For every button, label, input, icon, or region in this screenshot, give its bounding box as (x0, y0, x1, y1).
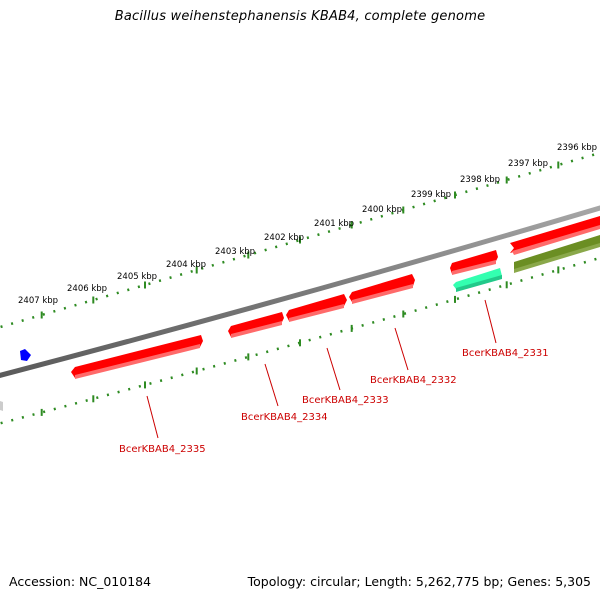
leader-line-2334 (264, 363, 279, 407)
blue-marker-icon[interactable] (20, 349, 31, 361)
tick-label-2398: 2398 kbp (460, 175, 500, 185)
leader-line-2333 (326, 347, 341, 391)
gene-labels: BcerKBAB4_2331 BcerKBAB4_2332 BcerKBAB4_… (119, 348, 549, 455)
gene-label-bcerkbab4-2334[interactable]: BcerKBAB4_2334 (241, 412, 328, 423)
outer-ruler-labels: 2396 kbp 2397 kbp 2398 kbp 2399 kbp 2400… (18, 143, 597, 306)
gene-block-bcerkbab4-2331[interactable] (450, 250, 498, 275)
gene-block-bcerkbab4-2334[interactable] (228, 312, 284, 338)
gene-block-unlabelled-red[interactable] (510, 216, 600, 255)
genome-backbone (0, 205, 600, 378)
tick-label-2399: 2399 kbp (411, 190, 451, 200)
tick-label-2405: 2405 kbp (117, 272, 157, 282)
map-title: Bacillus weihenstephanensis KBAB4, compl… (114, 9, 486, 24)
tick-label-2400: 2400 kbp (362, 205, 402, 215)
gene-label-bcerkbab4-2331[interactable]: BcerKBAB4_2331 (462, 348, 549, 359)
gene-label-bcerkbab4-2332[interactable]: BcerKBAB4_2332 (370, 375, 457, 386)
tick-label-2396: 2396 kbp (557, 143, 597, 153)
grey-gene-stub (0, 401, 3, 411)
tick-label-2403: 2403 kbp (215, 247, 255, 257)
leader-line-2335 (146, 395, 159, 439)
outer-ruler-ticks (40, 161, 560, 319)
tick-label-2402: 2402 kbp (264, 233, 304, 243)
inner-ruler-ticks (40, 266, 560, 416)
leader-line-2332 (394, 327, 409, 371)
tick-label-2407: 2407 kbp (18, 296, 58, 306)
tick-label-2404: 2404 kbp (166, 260, 206, 270)
gene-block-cyan[interactable] (453, 268, 502, 292)
gene-block-bcerkbab4-2332[interactable] (349, 274, 415, 304)
gene-leader-lines (146, 299, 497, 439)
gene-block-bcerkbab4-2333[interactable] (286, 294, 347, 322)
gene-label-bcerkbab4-2335[interactable]: BcerKBAB4_2335 (119, 444, 206, 455)
tick-label-2406: 2406 kbp (67, 284, 107, 294)
gene-label-bcerkbab4-2333[interactable]: BcerKBAB4_2333 (302, 395, 389, 406)
outer-ruler: 2396 kbp 2397 kbp 2398 kbp 2399 kbp 2400… (0, 143, 600, 329)
gene-block-bcerkbab4-2335[interactable] (71, 335, 203, 379)
forward-strand-genes (71, 216, 600, 379)
leader-line-2331 (484, 299, 497, 344)
genome-summary-text: Topology: circular; Length: 5,262,775 bp… (247, 574, 591, 589)
inner-ruler (0, 256, 600, 425)
gene-block-olive[interactable] (514, 235, 600, 273)
other-genes (453, 235, 600, 292)
accession-text: Accession: NC_010184 (9, 574, 152, 589)
tick-label-2397: 2397 kbp (508, 159, 548, 169)
tick-label-2401: 2401 kbp (314, 219, 354, 229)
